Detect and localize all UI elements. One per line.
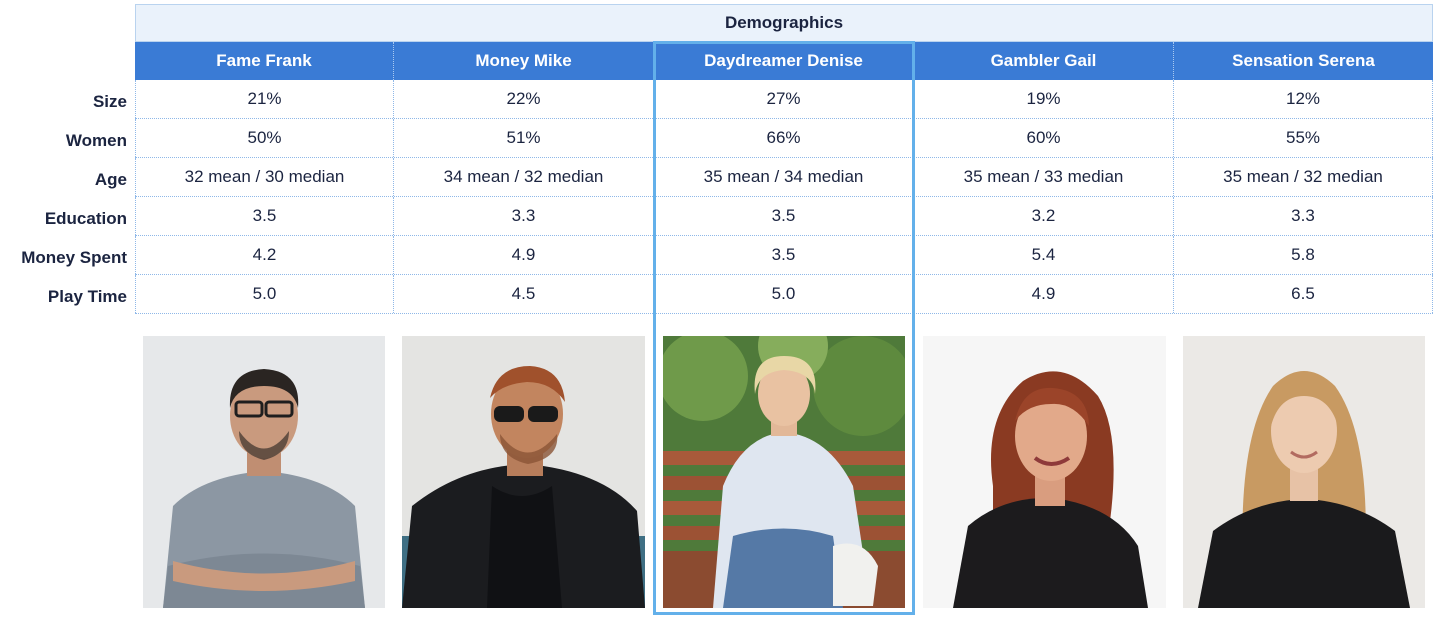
table-cell: 34 mean / 32 median xyxy=(394,158,654,196)
table-cell: 3.5 xyxy=(654,236,914,274)
table-cell: 22% xyxy=(394,80,654,118)
table-cell: 3.5 xyxy=(654,197,914,235)
column-header-gambler-gail: Gambler Gail xyxy=(914,42,1174,80)
table-cell: 27% xyxy=(654,80,914,118)
table-row-women: 50% 51% 66% 60% 55% xyxy=(135,119,1433,158)
row-label-education: Education xyxy=(44,208,127,228)
row-labels: Size Women Age Education Money Spent Pla… xyxy=(0,82,130,316)
row-label-play-time: Play Time xyxy=(47,286,127,306)
table-cell: 60% xyxy=(914,119,1174,157)
table-row-size: 21% 22% 27% 19% 12% xyxy=(135,80,1433,119)
persona-photo-fame-frank xyxy=(143,336,385,608)
table-cell: 32 mean / 30 median xyxy=(135,158,394,196)
table-cell: 51% xyxy=(394,119,654,157)
table-cell: 3.5 xyxy=(135,197,394,235)
table-cell: 3.3 xyxy=(1174,197,1433,235)
table-cell: 5.0 xyxy=(654,275,914,313)
table-row-money-spent: 4.2 4.9 3.5 5.4 5.8 xyxy=(135,236,1433,275)
table-cell: 4.5 xyxy=(394,275,654,313)
persona-photo-daydreamer-denise xyxy=(663,336,905,608)
row-label-women: Women xyxy=(65,130,127,150)
table-row-play-time: 5.0 4.5 5.0 4.9 6.5 xyxy=(135,275,1433,314)
row-label-age: Age xyxy=(94,169,127,189)
persona-photo-gambler-gail xyxy=(923,336,1166,608)
table-cell: 4.9 xyxy=(914,275,1174,313)
table-cell: 19% xyxy=(914,80,1174,118)
table-cell: 50% xyxy=(135,119,394,157)
table-cell: 4.2 xyxy=(135,236,394,274)
table-cell: 3.2 xyxy=(914,197,1174,235)
persona-photo-sensation-serena xyxy=(1183,336,1425,608)
table-cell: 66% xyxy=(654,119,914,157)
table-cell: 35 mean / 32 median xyxy=(1174,158,1433,196)
table-row-education: 3.5 3.3 3.5 3.2 3.3 xyxy=(135,197,1433,236)
header-row: Fame Frank Money Mike Daydreamer Denise … xyxy=(135,42,1433,80)
table-cell: 12% xyxy=(1174,80,1433,118)
column-header-daydreamer-denise: Daydreamer Denise xyxy=(654,42,914,80)
table-cell: 55% xyxy=(1174,119,1433,157)
persona-photo-money-mike xyxy=(402,336,645,608)
table-cell: 5.0 xyxy=(135,275,394,313)
table-cell: 5.8 xyxy=(1174,236,1433,274)
table-row-age: 32 mean / 30 median 34 mean / 32 median … xyxy=(135,158,1433,197)
table-cell: 6.5 xyxy=(1174,275,1433,313)
row-label-money-spent: Money Spent xyxy=(21,247,127,267)
column-header-sensation-serena: Sensation Serena xyxy=(1232,51,1375,70)
table-cell: 4.9 xyxy=(394,236,654,274)
table-cell: 5.4 xyxy=(914,236,1174,274)
table-cell: 21% xyxy=(135,80,394,118)
column-header-money-mike: Money Mike xyxy=(394,42,654,80)
column-header-fame-frank: Fame Frank xyxy=(135,42,394,80)
demographics-table: Demographics Fame Frank Money Mike Daydr… xyxy=(135,4,1433,314)
table-title: Demographics xyxy=(135,4,1433,42)
table-cell: 3.3 xyxy=(394,197,654,235)
row-label-size: Size xyxy=(92,91,127,111)
table-cell: 35 mean / 34 median xyxy=(654,158,914,196)
table-cell: 35 mean / 33 median xyxy=(914,158,1174,196)
